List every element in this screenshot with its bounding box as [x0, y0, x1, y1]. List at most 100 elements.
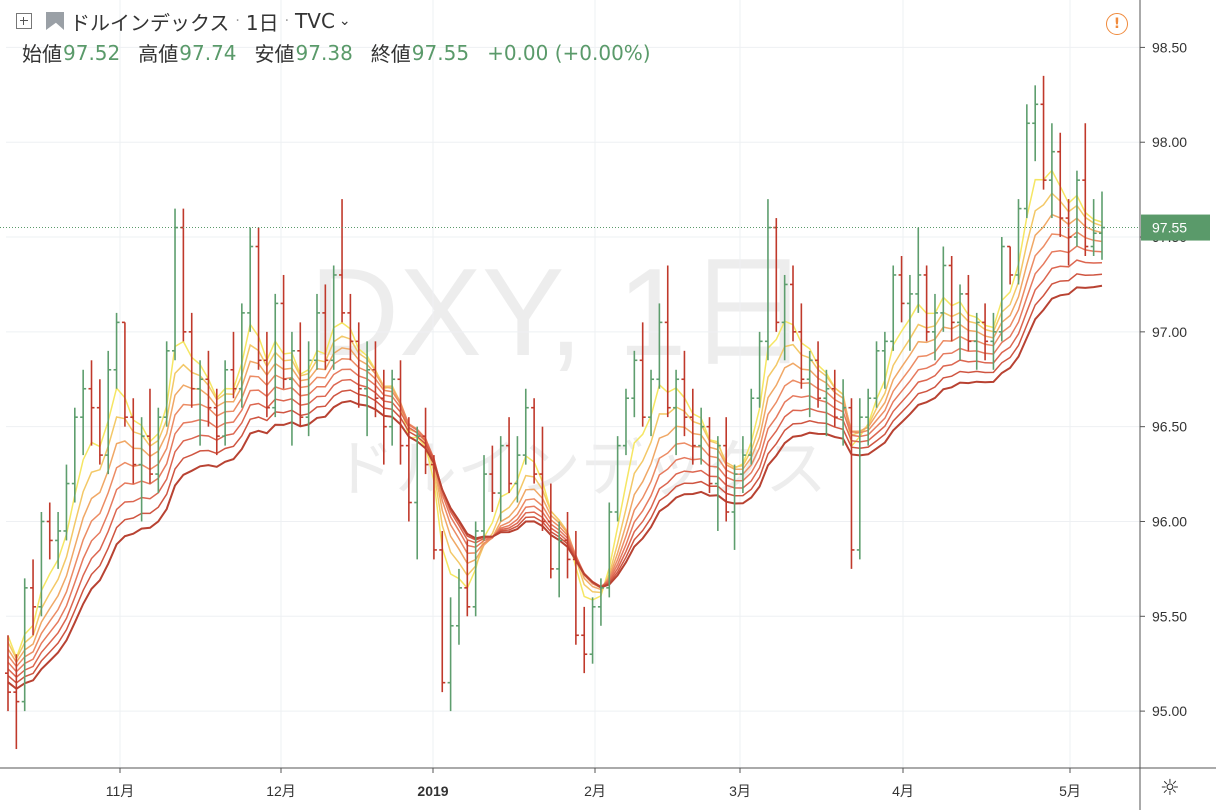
ohlc-bar: [472, 521, 479, 617]
ohlc-bar: [313, 293, 320, 370]
ohlc-bar: [113, 312, 120, 389]
ohlc-row: 始値 97.52 高値 97.74 安値 97.38 終値 97.55 +0.0…: [22, 38, 651, 67]
ohlc-bar: [55, 512, 62, 569]
ohlc-bar: [280, 274, 287, 389]
ohlc-bar: [130, 398, 137, 484]
ohlc-bar: [38, 512, 45, 617]
ohlc-bar: [731, 464, 738, 550]
symbol-header: ドルインデックス · 1日 · TVC ⌄ 始値 97.52 高値 97.74 …: [8, 6, 651, 67]
ohlc-bar: [840, 379, 847, 446]
ohlc-bar: [539, 426, 546, 531]
watermark: DXY, 1日 ドルインデックス: [310, 244, 828, 504]
close-label: 終値: [370, 42, 411, 66]
ohlc-bar: [506, 417, 513, 494]
ohlc-bar: [155, 407, 162, 494]
ma-line: [7, 192, 1103, 661]
flag-icon[interactable]: [46, 12, 64, 30]
ohlc-bar: [263, 331, 270, 418]
ohlc-bar: [756, 331, 763, 408]
ohlc-bar: [589, 597, 596, 664]
ohlc-bar: [940, 246, 947, 332]
ohlc-bar: [965, 274, 972, 351]
y-tick-label: 96.00: [1152, 513, 1187, 529]
ohlc-bar: [848, 398, 855, 569]
x-tick-label: 2019: [417, 783, 448, 799]
ohlc-bar: [639, 322, 646, 427]
ohlc-bar: [71, 407, 78, 503]
plus-box-icon[interactable]: [16, 13, 32, 29]
ohlc-bar: [831, 369, 838, 427]
ohlc-bar: [439, 530, 446, 693]
ohlc-bar: [347, 293, 354, 361]
ohlc-bar: [881, 331, 888, 389]
ohlc-bar: [13, 654, 20, 750]
ohlc-bar: [597, 578, 604, 626]
ohlc-bar: [197, 360, 204, 446]
ohlc-bar: [172, 208, 179, 361]
watermark-sub: ドルインデックス: [333, 435, 827, 504]
ohlc-bar: [556, 521, 563, 598]
ohlc-bar: [931, 293, 938, 361]
x-tick-label: 11月: [106, 783, 135, 799]
ohlc-bar: [1073, 170, 1080, 247]
ohlc-bar: [222, 360, 229, 446]
interval-label[interactable]: 1日: [245, 10, 279, 35]
chevron-down-icon[interactable]: ⌄: [338, 13, 351, 29]
ohlc-bar: [673, 369, 680, 456]
alert-icon[interactable]: !: [1106, 13, 1128, 35]
ohlc-bar: [1090, 199, 1097, 256]
ma-line: [7, 273, 1103, 684]
ohlc-bar: [823, 369, 830, 437]
ohlc-bar: [514, 436, 521, 503]
x-tick-label: 2月: [584, 783, 606, 799]
ohlc-bar: [748, 388, 755, 465]
ohlc-bar: [664, 265, 671, 418]
ohlc-bar: [205, 350, 212, 427]
ohlc-bar: [1057, 132, 1064, 238]
ohlc-bar: [1082, 123, 1089, 256]
ohlc-bar: [698, 407, 705, 465]
ohlc-bar: [21, 578, 28, 712]
y-tick-label: 96.50: [1152, 419, 1187, 435]
ohlc-bar: [163, 341, 170, 427]
ohlc-bar: [656, 303, 663, 389]
ohlc-bar: [856, 398, 863, 560]
ohlc-bar: [714, 436, 721, 531]
ohlc-bar: [364, 341, 371, 437]
close-value: 97.55: [411, 40, 470, 65]
ohlc-bar: [330, 265, 337, 370]
ohlc-bars: [5, 75, 1105, 750]
ohlc-bar: [531, 398, 538, 484]
ohlc-bar: [957, 284, 964, 361]
symbol-name[interactable]: ドルインデックス: [70, 10, 230, 35]
gear-icon[interactable]: ☼: [1160, 776, 1180, 801]
ohlc-bar: [389, 369, 396, 446]
ohlc-bar: [723, 417, 730, 522]
ohlc-bar: [88, 360, 95, 446]
ohlc-bar: [1065, 199, 1072, 266]
ohlc-bar: [522, 388, 529, 465]
ohlc-bar: [230, 331, 237, 399]
ohlc-bar: [188, 312, 195, 408]
ohlc-bar: [681, 350, 688, 437]
ohlc-bar: [739, 436, 746, 494]
y-tick-label: 95.50: [1152, 608, 1187, 624]
ohlc-bar: [798, 303, 805, 389]
ohlc-bar: [405, 417, 412, 522]
ohlc-bar: [572, 530, 579, 645]
ohlc-bar: [815, 341, 822, 408]
ohlc-bar: [890, 265, 897, 351]
change-value: +0.00 (+0.00%): [487, 40, 651, 65]
ohlc-bar: [146, 388, 153, 484]
x-tick-label: 5月: [1059, 783, 1081, 799]
exchange-label[interactable]: TVC: [295, 9, 335, 33]
open-label: 始値: [22, 42, 62, 66]
ohlc-bar: [790, 265, 797, 342]
ohlc-bar: [982, 303, 989, 361]
ohlc-bar: [247, 227, 254, 332]
ohlc-bar: [238, 303, 245, 408]
ohlc-bar: [547, 483, 554, 579]
x-tick-label: 3月: [729, 783, 751, 799]
ohlc-bar: [923, 265, 930, 342]
